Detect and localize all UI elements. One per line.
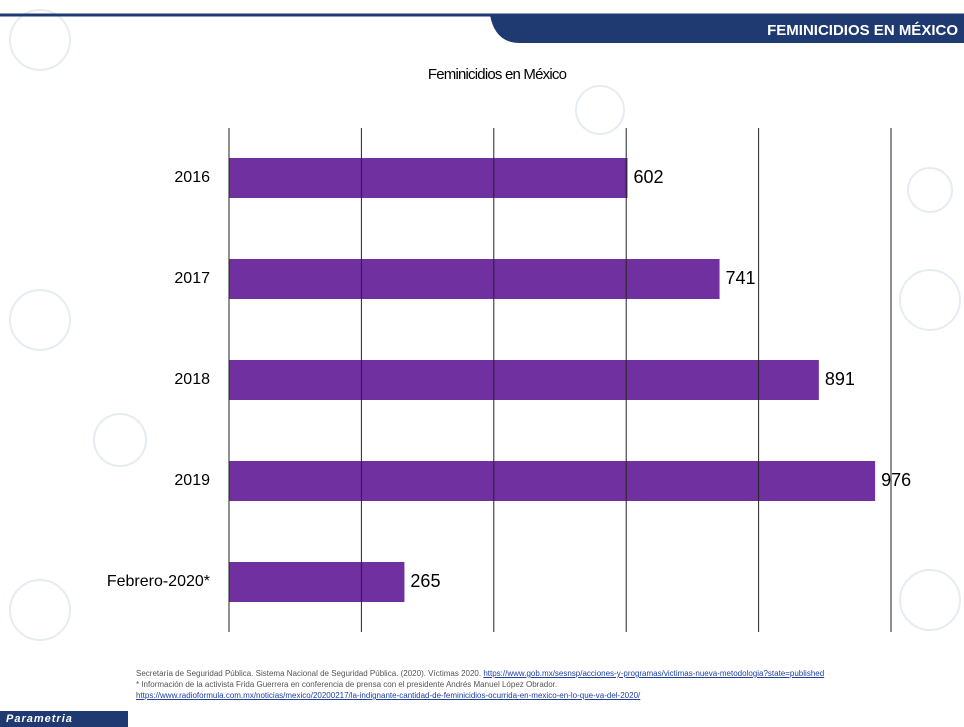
header-title: FEMINICIDIOS EN MÉXICO bbox=[767, 22, 958, 39]
source: Secretaría de Seguridad Pública. Sistema… bbox=[136, 668, 946, 679]
sources: Secretaría de Seguridad Pública. Sistema… bbox=[136, 668, 946, 701]
bar bbox=[229, 461, 876, 501]
value-label: 265 bbox=[410, 571, 440, 591]
bar bbox=[229, 360, 819, 400]
y-tick-label: 2018 bbox=[174, 371, 210, 388]
y-tick-label: 2019 bbox=[174, 472, 210, 489]
bar bbox=[229, 158, 628, 198]
bar bbox=[229, 562, 405, 602]
source: * Información de la activista Frida Guer… bbox=[136, 679, 946, 690]
logo: Parametria bbox=[0, 711, 128, 727]
chart-title: Feminicidios en México bbox=[428, 66, 567, 83]
source-link[interactable]: https://www.gob.mx/sesnsp/acciones-y-pro… bbox=[483, 669, 825, 678]
bar bbox=[229, 259, 720, 299]
header-band bbox=[490, 15, 964, 43]
value-label: 891 bbox=[825, 369, 855, 389]
source: https://www.radioformula.com.mx/noticias… bbox=[136, 690, 946, 701]
value-label: 741 bbox=[726, 268, 756, 288]
watermark bbox=[9, 9, 961, 641]
value-label: 976 bbox=[881, 470, 911, 490]
source-text: Secretaría de Seguridad Pública. Sistema… bbox=[136, 669, 482, 678]
y-tick-label: 2016 bbox=[174, 169, 210, 186]
source-link[interactable]: https://www.radioformula.com.mx/noticias… bbox=[136, 691, 641, 700]
y-tick-label: 2017 bbox=[174, 270, 210, 287]
source-text: * Información de la activista Frida Guer… bbox=[136, 680, 558, 689]
y-tick-label: Febrero-2020* bbox=[107, 573, 210, 590]
value-label: 602 bbox=[634, 167, 664, 187]
